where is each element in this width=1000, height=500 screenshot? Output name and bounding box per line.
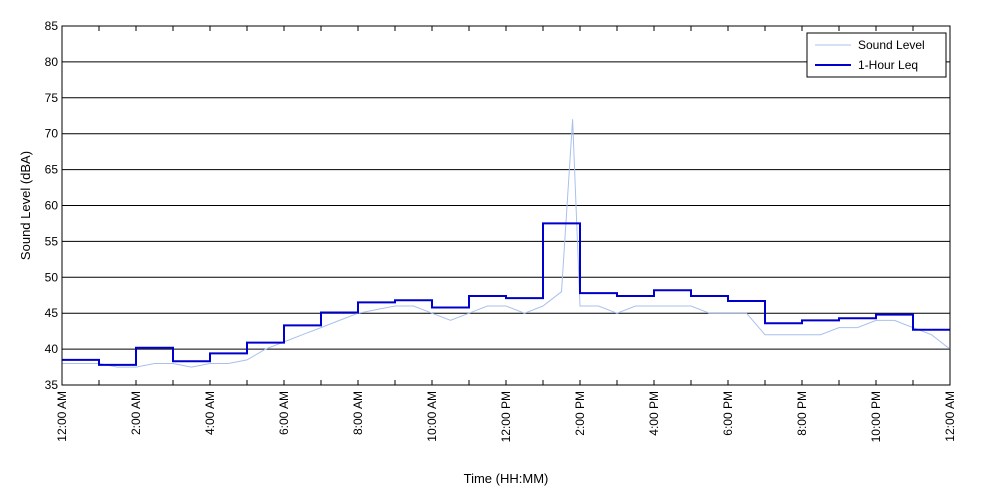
x-axis-ticks: 12:00 AM 2:00 AM 4:00 AM 6:00 AM 8:00 AM 10:0… [55, 26, 957, 442]
x-tick-label: 12:00 AM [55, 391, 69, 442]
x-axis-label: Time (HH:MM) [464, 471, 549, 486]
x-tick-label: 2:00 AM [129, 391, 143, 435]
x-tick-label: 12:00 PM [499, 391, 513, 442]
legend: Sound Level 1-Hour Leq [806, 32, 947, 78]
x-tick-label: 8:00 AM [351, 391, 365, 435]
x-tick-label: 10:00 PM [869, 391, 883, 442]
x-tick-label: 6:00 AM [277, 391, 291, 435]
series-layer [62, 119, 951, 368]
series-line-1-hour-leq [62, 222, 950, 366]
x-tick-label: 4:00 PM [647, 391, 661, 436]
y-axis-label: Sound Level (dBA) [18, 151, 33, 260]
y-tick-label: 75 [45, 91, 59, 105]
legend-label-leq: 1-Hour Leq [858, 58, 918, 72]
x-tick-label: 6:00 PM [721, 391, 735, 436]
series-line-sound-level [62, 119, 951, 368]
y-axis-ticks: 35 40 45 50 55 60 65 70 75 80 85 [45, 19, 59, 392]
y-tick-label: 85 [45, 19, 59, 33]
y-tick-label: 55 [45, 234, 59, 248]
y-tick-label: 70 [45, 127, 59, 141]
x-tick-label: 4:00 AM [203, 391, 217, 435]
legend-label-sound-level: Sound Level [858, 38, 925, 52]
y-tick-label: 35 [45, 378, 59, 392]
y-tick-label: 65 [45, 163, 59, 177]
y-tick-label: 45 [45, 306, 59, 320]
y-tick-label: 60 [45, 199, 59, 213]
x-tick-label: 10:00 AM [425, 391, 439, 442]
y-tick-label: 40 [45, 342, 59, 356]
x-tick-label: 12:00 AM [943, 391, 957, 442]
legend-box [806, 32, 947, 78]
y-tick-label: 50 [45, 270, 59, 284]
x-tick-label: 8:00 PM [795, 391, 809, 436]
gridlines [62, 61, 950, 350]
y-tick-label: 80 [45, 55, 59, 69]
x-tick-label: 2:00 PM [573, 391, 587, 436]
